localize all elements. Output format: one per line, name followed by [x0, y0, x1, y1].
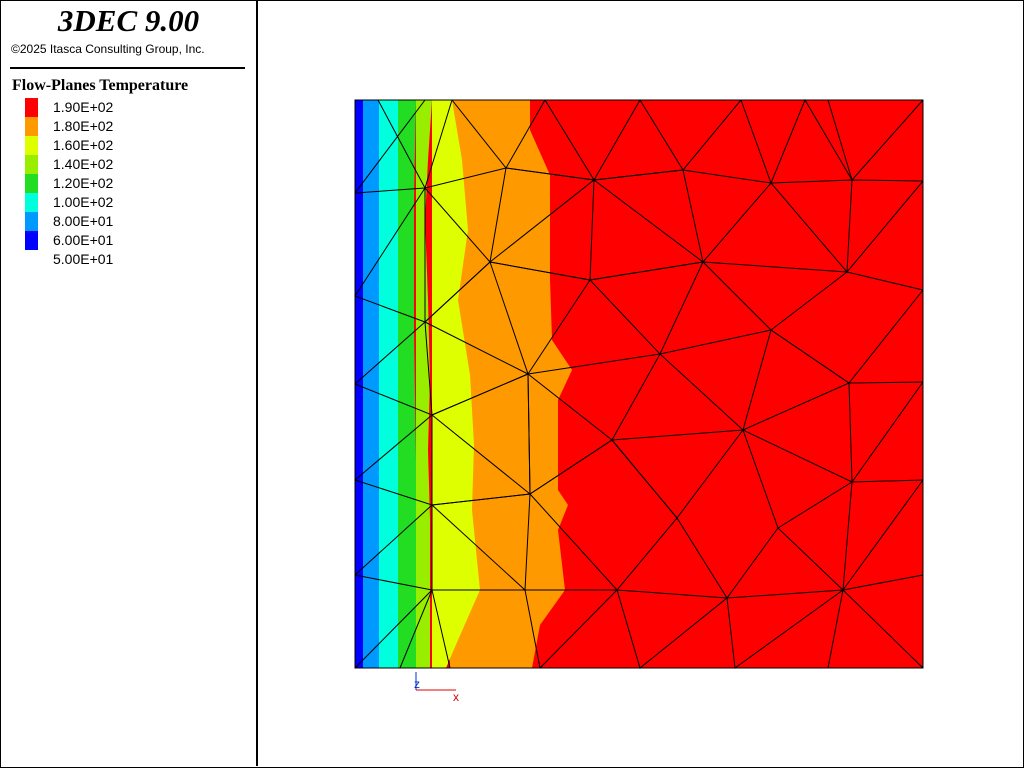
legend-title: Flow-Planes Temperature [12, 77, 189, 94]
legend-swatch [25, 231, 38, 250]
legend-label: 1.80E+02 [53, 118, 114, 134]
copyright-text: ©2025 Itasca Consulting Group, Inc. [11, 42, 205, 56]
legend-swatch [25, 117, 38, 136]
model-viewport[interactable]: z x [258, 1, 1022, 766]
legend-swatch [25, 193, 38, 212]
axis-label-z: z [414, 677, 420, 691]
contour-band-80 [363, 100, 379, 668]
axis-triad-icon: z x [414, 672, 459, 704]
contour-band-120 [397, 100, 416, 668]
contour-band-100 [378, 100, 398, 668]
legend-label: 1.60E+02 [53, 137, 114, 153]
legend-swatch [25, 98, 38, 117]
contour-plot: z x [354, 98, 924, 704]
legend-swatch [25, 136, 38, 155]
legend-label: 1.90E+02 [53, 99, 114, 115]
contour-band-60 [355, 100, 363, 668]
axis-label-x: x [453, 690, 459, 704]
legend-swatch [25, 212, 38, 231]
legend-label: 1.00E+02 [53, 194, 114, 210]
legend-panel: 3DEC 9.00 ©2025 Itasca Consulting Group,… [1, 1, 258, 766]
mesh-lines [354, 98, 924, 669]
legend-swatch [25, 174, 38, 193]
model-boundary [354, 99, 924, 669]
contour-band-180 [450, 100, 572, 668]
header-divider [10, 67, 245, 69]
legend-label: 1.20E+02 [53, 175, 114, 191]
legend-swatch [25, 155, 38, 174]
legend-label: 1.40E+02 [53, 156, 114, 172]
contour-band-160 [432, 100, 480, 668]
legend-label: 6.00E+01 [53, 232, 114, 248]
app-title: 3DEC 9.00 [57, 3, 200, 38]
contour-band-140 [416, 100, 432, 668]
legend-label: 8.00E+01 [53, 213, 114, 229]
legend-label: 5.00E+01 [53, 251, 114, 267]
